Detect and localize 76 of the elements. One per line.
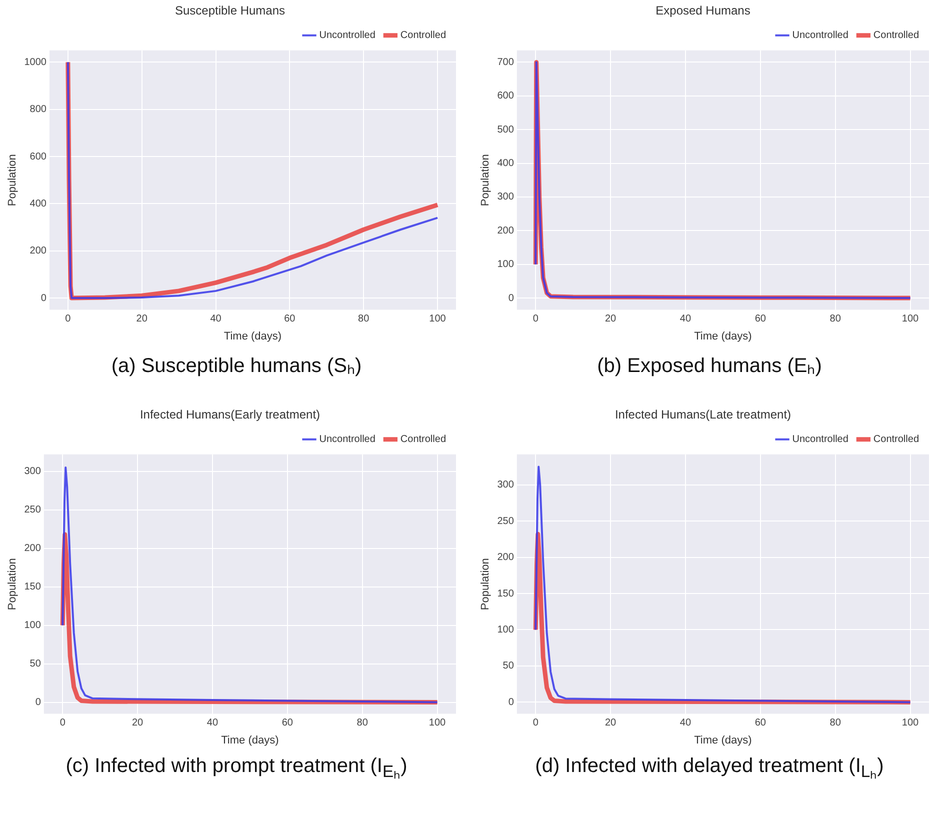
x-tick-label: 20 <box>604 314 617 325</box>
x-tick-label: 60 <box>754 718 766 729</box>
text: (d) Infected with delayed treatment (I$_{Lₕ}$) <box>534 755 885 782</box>
y-tick-label: 200 <box>24 543 42 554</box>
x-tick-label: 60 <box>284 314 296 325</box>
y-tick-label: 100 <box>497 259 514 270</box>
y-tick-label: 150 <box>497 588 514 600</box>
text: (b) Exposed humans (Eₕ) <box>596 354 823 378</box>
y-tick-label: 0 <box>40 292 47 304</box>
chart-title: Exposed Humans <box>656 4 750 18</box>
x-tick-label: 0 <box>60 718 66 729</box>
y-tick-label: 800 <box>30 104 47 116</box>
chart-title: Infected Humans(Early treatment) <box>140 408 320 422</box>
legend-label: Controlled <box>400 30 446 42</box>
y-tick-label: 250 <box>497 516 514 527</box>
x-tick-label: 80 <box>830 314 842 325</box>
y-axis-title: Population <box>6 558 19 610</box>
x-tick-label: 0 <box>65 314 72 325</box>
x-axis-title: Time (days) <box>694 330 752 342</box>
x-tick-label: 100 <box>428 718 446 729</box>
legend-label: Uncontrolled <box>792 30 848 42</box>
y-tick-label: 1000 <box>24 56 47 68</box>
legend-label: Controlled <box>400 434 446 446</box>
y-tick-label: 600 <box>30 151 47 162</box>
x-tick-label: 40 <box>680 718 692 729</box>
legend-label: Uncontrolled <box>319 30 376 42</box>
y-tick-label: 0 <box>508 696 514 708</box>
x-tick-label: 40 <box>680 314 692 325</box>
x-tick-label: 40 <box>210 314 222 325</box>
x-tick-label: 20 <box>136 314 148 325</box>
y-tick-label: 250 <box>24 504 42 516</box>
x-tick-label: 100 <box>902 718 920 729</box>
chart-title: Infected Humans(Late treatment) <box>614 408 792 422</box>
legend-label: Controlled <box>873 30 920 42</box>
x-axis-title: Time (days) <box>694 734 752 746</box>
y-tick-label: 100 <box>24 620 42 632</box>
y-tick-label: 200 <box>497 552 514 564</box>
y-tick-label: 0 <box>35 697 42 708</box>
y-tick-label: 600 <box>497 90 514 102</box>
legend-label: Uncontrolled <box>792 434 848 446</box>
y-tick-label: 100 <box>497 624 514 636</box>
x-tick-label: 0 <box>532 718 539 729</box>
text: (c) Infected with prompt treatment (I$_{Eₕ}$) <box>64 755 408 782</box>
x-axis-title: Time (days) <box>221 734 279 746</box>
x-tick-label: 20 <box>132 718 144 729</box>
text: (a) Susceptible humans (Sₕ) <box>110 354 363 378</box>
x-tick-label: 60 <box>282 718 294 729</box>
y-tick-label: 200 <box>497 225 514 236</box>
x-tick-label: 40 <box>206 718 218 729</box>
y-tick-label: 0 <box>508 292 514 304</box>
y-axis-title: Population <box>480 558 492 610</box>
x-tick-label: 80 <box>358 314 370 325</box>
y-tick-label: 300 <box>497 192 514 203</box>
x-tick-label: 0 <box>532 314 539 325</box>
x-tick-label: 100 <box>902 314 920 325</box>
y-tick-label: 400 <box>30 198 47 210</box>
x-tick-label: 100 <box>429 314 446 325</box>
x-axis-title: Time (days) <box>224 330 282 342</box>
y-tick-label: 400 <box>497 158 514 170</box>
y-tick-label: 300 <box>497 480 514 491</box>
x-tick-label: 20 <box>604 718 617 729</box>
y-tick-label: 300 <box>24 466 42 478</box>
y-tick-label: 50 <box>502 660 514 672</box>
y-tick-label: 50 <box>30 658 42 670</box>
y-axis-title: Population <box>6 154 19 206</box>
chart-title: Susceptible Humans <box>174 4 286 18</box>
y-tick-label: 200 <box>30 246 47 257</box>
y-tick-label: 500 <box>497 124 514 136</box>
x-tick-label: 80 <box>830 718 842 729</box>
legend-label: Uncontrolled <box>319 434 376 446</box>
y-tick-label: 150 <box>24 582 42 593</box>
x-tick-label: 60 <box>754 314 766 325</box>
y-axis-title: Population <box>480 154 492 206</box>
y-tick-label: 700 <box>497 56 514 68</box>
x-tick-label: 80 <box>356 718 368 729</box>
legend-label: Controlled <box>873 434 920 446</box>
